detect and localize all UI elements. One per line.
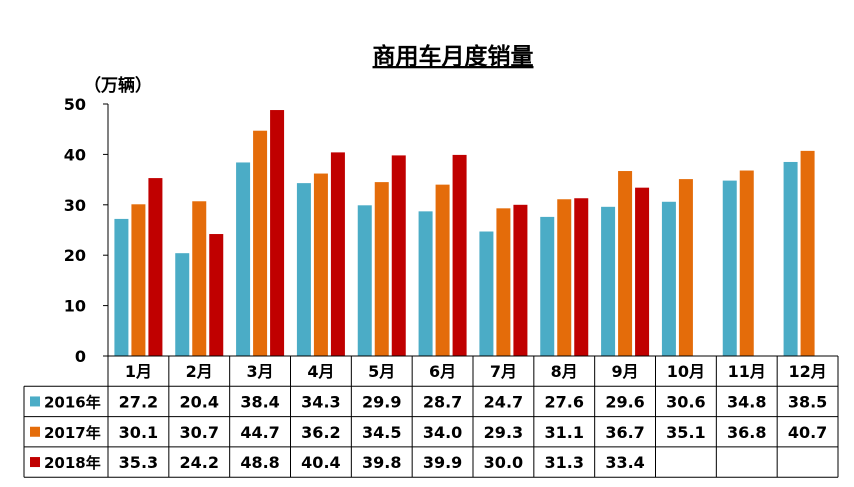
bar <box>496 208 511 356</box>
bar <box>418 211 433 356</box>
bar <box>435 184 450 356</box>
data-label: 39.8 <box>362 453 401 472</box>
category-label: 12月 <box>788 362 826 381</box>
data-label: 34.3 <box>301 392 340 411</box>
category-label: 8月 <box>551 362 578 381</box>
data-label: 48.8 <box>240 453 279 472</box>
bar <box>148 178 163 356</box>
data-label: 36.7 <box>605 423 644 442</box>
data-label: 27.6 <box>545 392 584 411</box>
data-label: 31.3 <box>545 453 584 472</box>
category-label: 5月 <box>368 362 395 381</box>
bar <box>452 154 467 356</box>
bar <box>661 201 676 356</box>
category-label: 4月 <box>307 362 334 381</box>
data-label: 38.5 <box>788 392 827 411</box>
data-label: 30.0 <box>484 453 523 472</box>
data-label: 36.2 <box>301 423 340 442</box>
bar <box>192 201 207 356</box>
bar <box>540 216 555 356</box>
y-axis-unit: （万辆） <box>84 75 152 96</box>
bar <box>557 199 572 356</box>
bar <box>357 205 372 356</box>
category-label: 11月 <box>728 362 766 381</box>
bar <box>601 206 616 356</box>
bar <box>739 170 754 356</box>
data-label: 20.4 <box>180 392 219 411</box>
category-label: 1月 <box>125 362 152 381</box>
bar <box>722 180 737 356</box>
legend-swatch <box>30 457 40 468</box>
bar <box>391 155 406 356</box>
bar <box>296 183 311 356</box>
data-label: 36.8 <box>727 423 766 442</box>
bar <box>800 150 815 356</box>
bar <box>678 179 693 356</box>
data-table: 1月 2月 3月 4月 5月 6月 7月 8月 9月 10月 11月 12月 2016年 27.2 20.4… <box>23 355 839 478</box>
data-label: 39.9 <box>423 453 462 472</box>
bar <box>236 162 251 356</box>
category-label: 10月 <box>667 362 705 381</box>
bars <box>114 110 815 356</box>
bar <box>513 204 528 356</box>
y-tick-label: 30 <box>64 196 86 215</box>
data-label: 38.4 <box>240 392 279 411</box>
data-label: 35.1 <box>666 423 705 442</box>
data-label: 35.3 <box>119 453 158 472</box>
bar <box>209 234 224 356</box>
data-label: 28.7 <box>423 392 462 411</box>
category-label: 2月 <box>186 362 213 381</box>
series-name: 2017年 <box>44 424 101 442</box>
y-tick-label: 10 <box>64 297 86 316</box>
data-label: 30.1 <box>119 423 158 442</box>
data-label: 31.1 <box>545 423 584 442</box>
bar <box>479 231 494 356</box>
bar <box>131 204 146 356</box>
category-label: 3月 <box>247 362 274 381</box>
y-axis: 0 10 20 30 40 50 <box>64 95 109 366</box>
data-label: 34.8 <box>727 392 766 411</box>
bar <box>618 171 633 356</box>
data-label: 29.9 <box>362 392 401 411</box>
series-name: 2016年 <box>44 393 101 411</box>
data-label: 30.7 <box>180 423 219 442</box>
y-tick-label: 20 <box>64 246 86 265</box>
data-label: 33.4 <box>605 453 644 472</box>
chart-title: 商用车月度销量 <box>373 43 534 70</box>
bar <box>175 253 190 356</box>
data-label: 30.6 <box>666 392 705 411</box>
y-tick-label: 0 <box>75 347 86 366</box>
data-label: 44.7 <box>240 423 279 442</box>
bar <box>330 152 345 356</box>
bar <box>114 218 129 356</box>
legend-swatch <box>30 426 40 437</box>
data-label: 27.2 <box>119 392 158 411</box>
category-label: 7月 <box>490 362 517 381</box>
data-label: 34.5 <box>362 423 401 442</box>
data-label: 24.7 <box>484 392 523 411</box>
data-label: 40.4 <box>301 453 340 472</box>
y-tick-label: 50 <box>64 95 86 114</box>
category-label: 6月 <box>429 362 456 381</box>
bar <box>313 173 328 356</box>
bar <box>253 130 268 356</box>
data-label: 34.0 <box>423 423 462 442</box>
data-label: 40.7 <box>788 423 827 442</box>
bar <box>783 161 798 356</box>
y-tick-label: 40 <box>64 145 86 164</box>
bar <box>374 182 389 356</box>
bar <box>574 198 589 356</box>
data-label: 29.6 <box>605 392 644 411</box>
data-label: 24.2 <box>180 453 219 472</box>
series-name: 2018年 <box>44 454 101 472</box>
bar <box>270 110 285 356</box>
data-label: 29.3 <box>484 423 523 442</box>
bar <box>635 187 650 356</box>
legend-swatch <box>30 396 40 407</box>
category-label: 9月 <box>612 362 639 381</box>
